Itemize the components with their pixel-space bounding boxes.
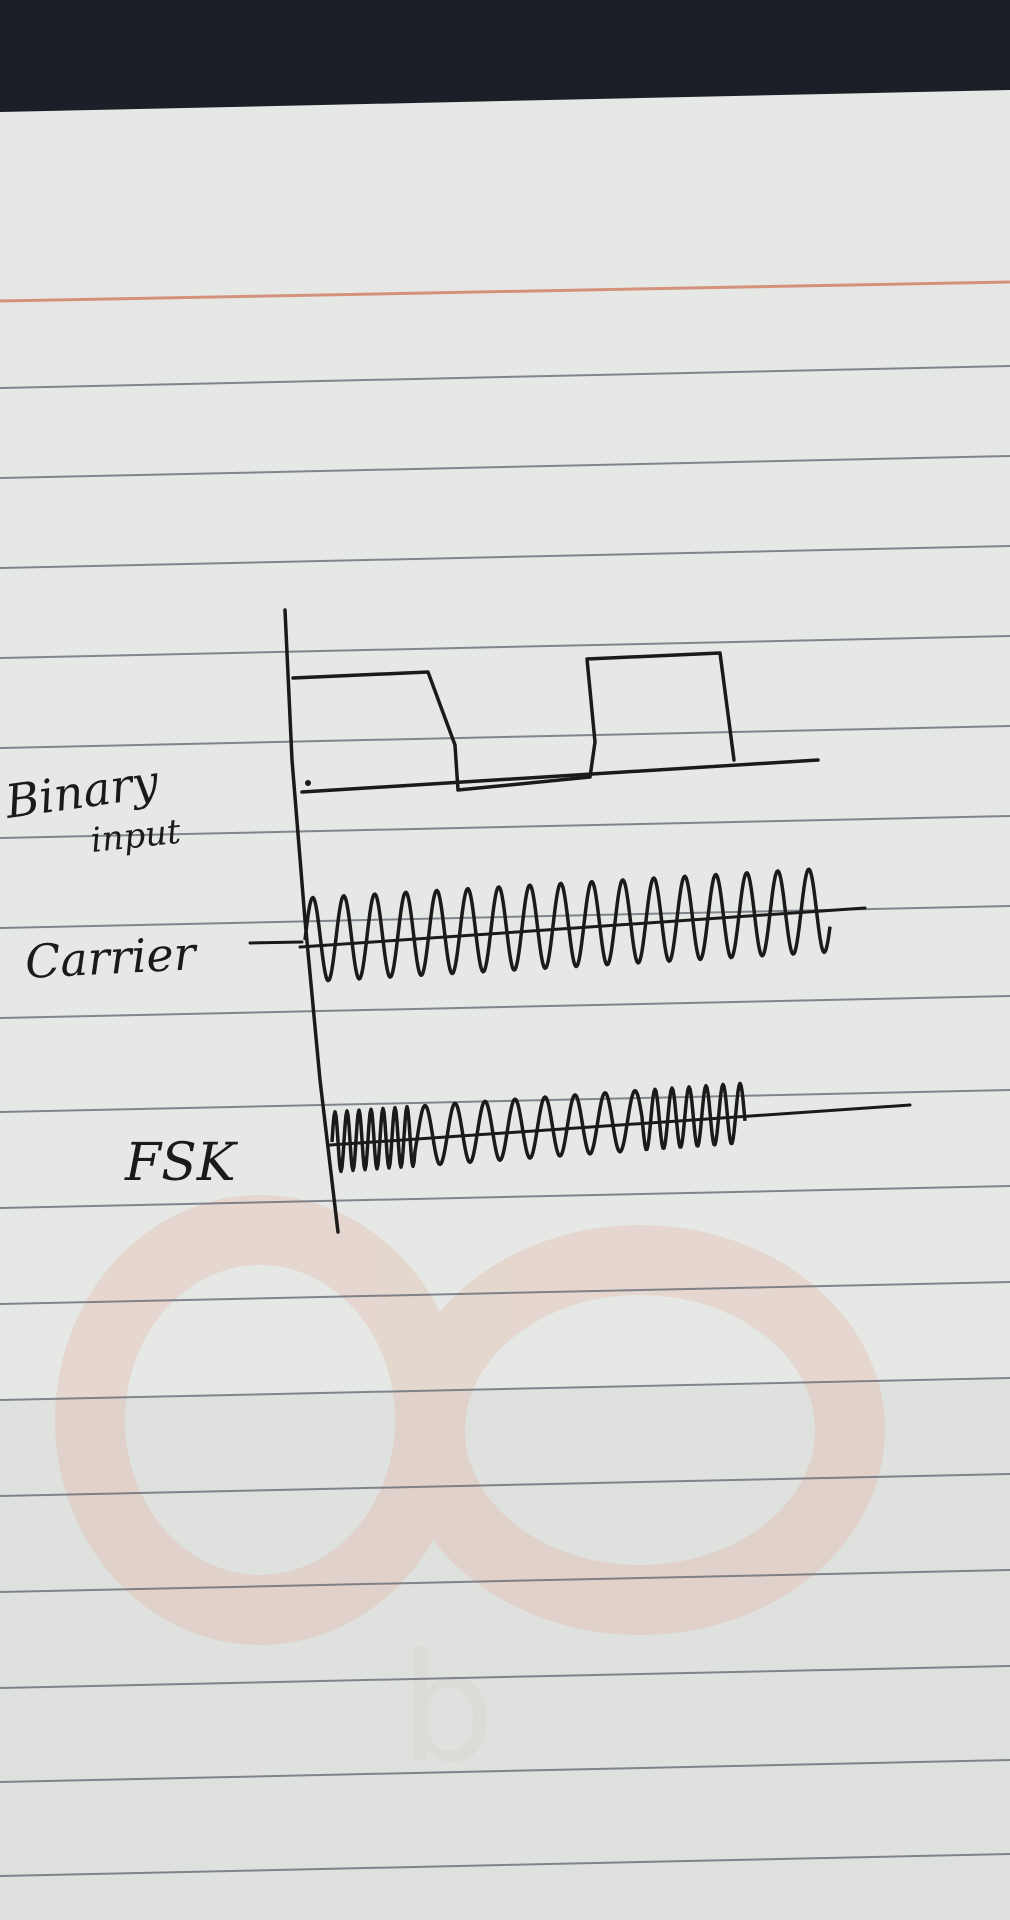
ruled-line bbox=[0, 1377, 1010, 1401]
ruled-line bbox=[0, 1665, 1010, 1689]
svg-text:b: b bbox=[400, 1622, 495, 1796]
ruled-line bbox=[0, 1089, 1010, 1113]
ruled-line bbox=[0, 1569, 1010, 1593]
ruled-line bbox=[0, 365, 1010, 389]
binary-input-label-line2: input bbox=[89, 812, 183, 861]
paper-shadow bbox=[0, 1380, 1010, 1920]
ruled-line bbox=[0, 1759, 1010, 1783]
ruled-line bbox=[0, 725, 1010, 749]
fsk-label: FSK bbox=[124, 1133, 239, 1193]
ruled-line bbox=[0, 455, 1010, 479]
carrier-label: Carrier bbox=[24, 926, 200, 989]
ruled-line bbox=[0, 815, 1010, 839]
ruled-line bbox=[0, 1185, 1010, 1209]
margin-line bbox=[0, 280, 1010, 303]
binary-baseline bbox=[300, 758, 820, 794]
ruled-line bbox=[0, 545, 1010, 569]
carrier-leader bbox=[248, 940, 304, 945]
binary-origin-dot bbox=[305, 780, 311, 786]
binary-input-waveform bbox=[291, 651, 736, 792]
fsk-waveform bbox=[330, 1081, 747, 1174]
faint-logo-watermark: b bbox=[55, 1195, 885, 1796]
carrier-waveform bbox=[303, 867, 832, 983]
ruled-line bbox=[0, 995, 1010, 1019]
ruled-line bbox=[0, 1281, 1010, 1305]
ruled-line bbox=[0, 1473, 1010, 1497]
time-axis bbox=[283, 608, 340, 1234]
fsk-baseline bbox=[328, 1103, 912, 1147]
ruled-line bbox=[0, 1853, 1010, 1877]
ruled-lines bbox=[0, 365, 1010, 1877]
ruled-line bbox=[0, 635, 1010, 659]
